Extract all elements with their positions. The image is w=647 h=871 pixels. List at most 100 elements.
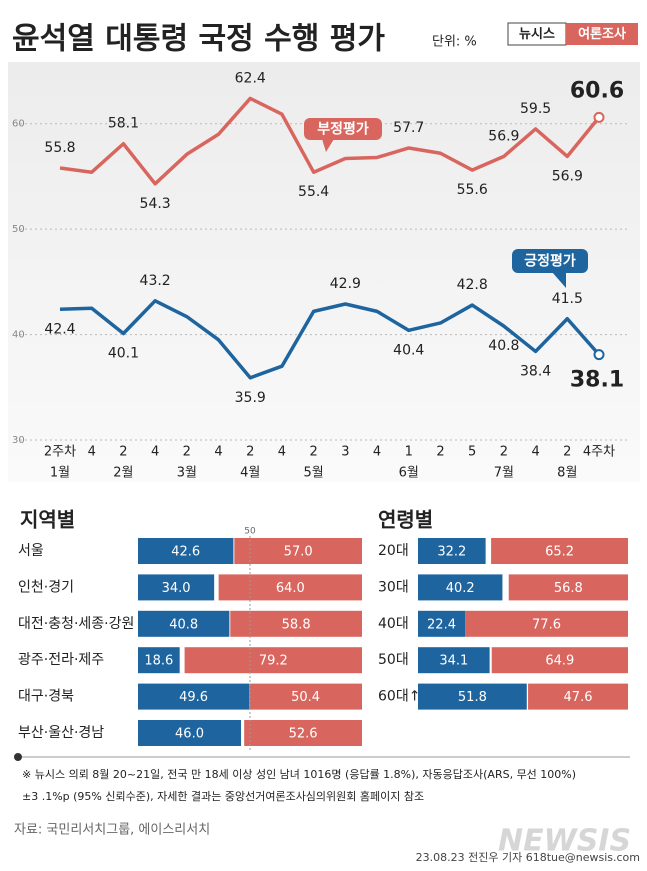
value-label: 38.1 <box>570 368 624 393</box>
value-label: 79.2 <box>259 654 288 669</box>
bar-positive <box>138 574 215 601</box>
x-tick-label: 4 <box>88 445 96 460</box>
value-label: 42.9 <box>330 276 361 292</box>
panel-title: 연령별 <box>378 508 433 532</box>
source: 자료: 국민리서치그룹, 에이스리서치 <box>14 823 210 838</box>
value-label: 60.6 <box>570 78 624 103</box>
category-label: 부산·울산·경남 <box>18 725 104 741</box>
month-label: 5월 <box>304 466 324 481</box>
category-label: 20대 <box>378 543 409 559</box>
value-label: 32.2 <box>437 545 466 560</box>
category-label: 대전·충청·세종·강원 <box>18 616 134 632</box>
value-label: 56.9 <box>488 128 519 144</box>
value-label: 56.9 <box>552 168 583 184</box>
value-label: 51.8 <box>458 690 487 705</box>
bar-negative <box>491 538 628 564</box>
callout-pointer <box>322 139 334 152</box>
value-label: 22.4 <box>427 617 456 632</box>
value-label: 34.1 <box>439 654 468 669</box>
bar-positive <box>138 683 250 710</box>
x-tick-label: 2 <box>563 445 571 460</box>
value-label: 58.1 <box>108 116 139 132</box>
category-label: 30대 <box>378 579 409 595</box>
bar-positive <box>138 647 180 674</box>
y-tick-label: 60 <box>12 119 25 130</box>
value-label: 55.4 <box>298 184 329 200</box>
x-tick-label: 4 <box>278 445 286 460</box>
value-label: 57.7 <box>393 120 424 136</box>
category-label: 50대 <box>378 652 409 668</box>
bar-negative <box>249 683 362 710</box>
month-label: 4월 <box>240 466 260 481</box>
credit: 23.08.23 전진우 기자 618tue@newsis.com <box>416 851 640 864</box>
footnote-dot <box>14 753 22 761</box>
bar-negative <box>218 574 362 601</box>
value-label: 65.2 <box>545 545 574 560</box>
x-tick-label: 5 <box>468 445 476 460</box>
value-label: 50.4 <box>291 690 320 705</box>
month-label: 2월 <box>113 466 133 481</box>
footnote: ※ 뉴시스 의뢰 8월 20~21일, 전국 만 18세 이상 성인 남녀 10… <box>22 767 576 781</box>
series-line <box>59 96 601 186</box>
x-tick-label: 2주차 <box>44 445 76 460</box>
bar-positive <box>418 574 503 601</box>
value-label: 40.8 <box>488 338 519 354</box>
category-label: 인천·경기 <box>18 579 74 595</box>
x-tick-label: 2 <box>500 445 508 460</box>
y-tick-label: 40 <box>12 330 25 341</box>
x-tick-label: 2 <box>246 445 254 460</box>
bar-negative <box>508 574 628 601</box>
footnote: ±3 .1%p (95% 신뢰수준), 자세한 결과는 중앙선거여론조사심의위원… <box>22 789 424 803</box>
x-tick-label: 2 <box>183 445 191 460</box>
x-tick-label: 4 <box>373 445 381 460</box>
x-tick-label: 2 <box>310 445 318 460</box>
value-label: 41.5 <box>552 291 583 307</box>
x-tick-label: 2 <box>436 445 444 460</box>
value-label: 49.6 <box>179 690 208 705</box>
callout-label: 부정평가 <box>317 121 369 138</box>
x-tick-label: 4 <box>531 445 539 460</box>
bar-negative <box>465 610 628 637</box>
title: 윤석열 대통령 국정 수행 평가 <box>12 22 385 57</box>
bar-negative <box>230 610 362 637</box>
category-label: 대구·경북 <box>18 689 74 705</box>
x-tick-label: 4 <box>214 445 222 460</box>
callout-pointer <box>552 272 566 288</box>
value-label: 43.2 <box>140 273 171 289</box>
value-label: 56.8 <box>554 581 583 596</box>
category-label: 광주·전라·제주 <box>18 652 104 668</box>
category-label: 60대↑ <box>378 689 420 705</box>
value-label: 38.4 <box>520 363 551 379</box>
bar-negative <box>528 683 628 710</box>
x-tick-label: 50 <box>244 527 256 537</box>
unit: 단위: % <box>432 35 477 50</box>
callout-box <box>304 118 382 140</box>
logo-tag-box <box>566 23 638 45</box>
value-label: 59.5 <box>520 101 551 117</box>
value-label: 40.4 <box>393 342 424 358</box>
callout-label: 긍정평가 <box>524 253 576 270</box>
value-label: 54.3 <box>140 196 171 212</box>
value-label: 35.9 <box>235 390 266 406</box>
value-label: 64.9 <box>545 654 574 669</box>
end-marker <box>593 349 605 361</box>
bar-negative <box>184 647 362 674</box>
value-label: 58.8 <box>282 617 311 632</box>
value-label: 40.8 <box>169 617 198 632</box>
month-label: 7월 <box>494 466 514 481</box>
value-label: 55.6 <box>457 182 488 198</box>
bar-positive <box>418 683 527 710</box>
x-tick-label: 4 <box>151 445 159 460</box>
month-label: 1월 <box>50 466 70 481</box>
bar-negative <box>234 538 362 564</box>
value-label: 40.1 <box>108 346 139 362</box>
bar-positive <box>418 538 486 564</box>
bar-positive <box>418 610 466 637</box>
value-label: 57.0 <box>284 545 313 560</box>
month-label: 6월 <box>399 466 419 481</box>
x-tick-label: 2 <box>119 445 127 460</box>
callout-box <box>512 249 588 273</box>
logo-tag: 여론조사 <box>578 26 626 42</box>
panel-title: 지역별 <box>20 508 75 532</box>
value-label: 42.8 <box>457 277 488 293</box>
